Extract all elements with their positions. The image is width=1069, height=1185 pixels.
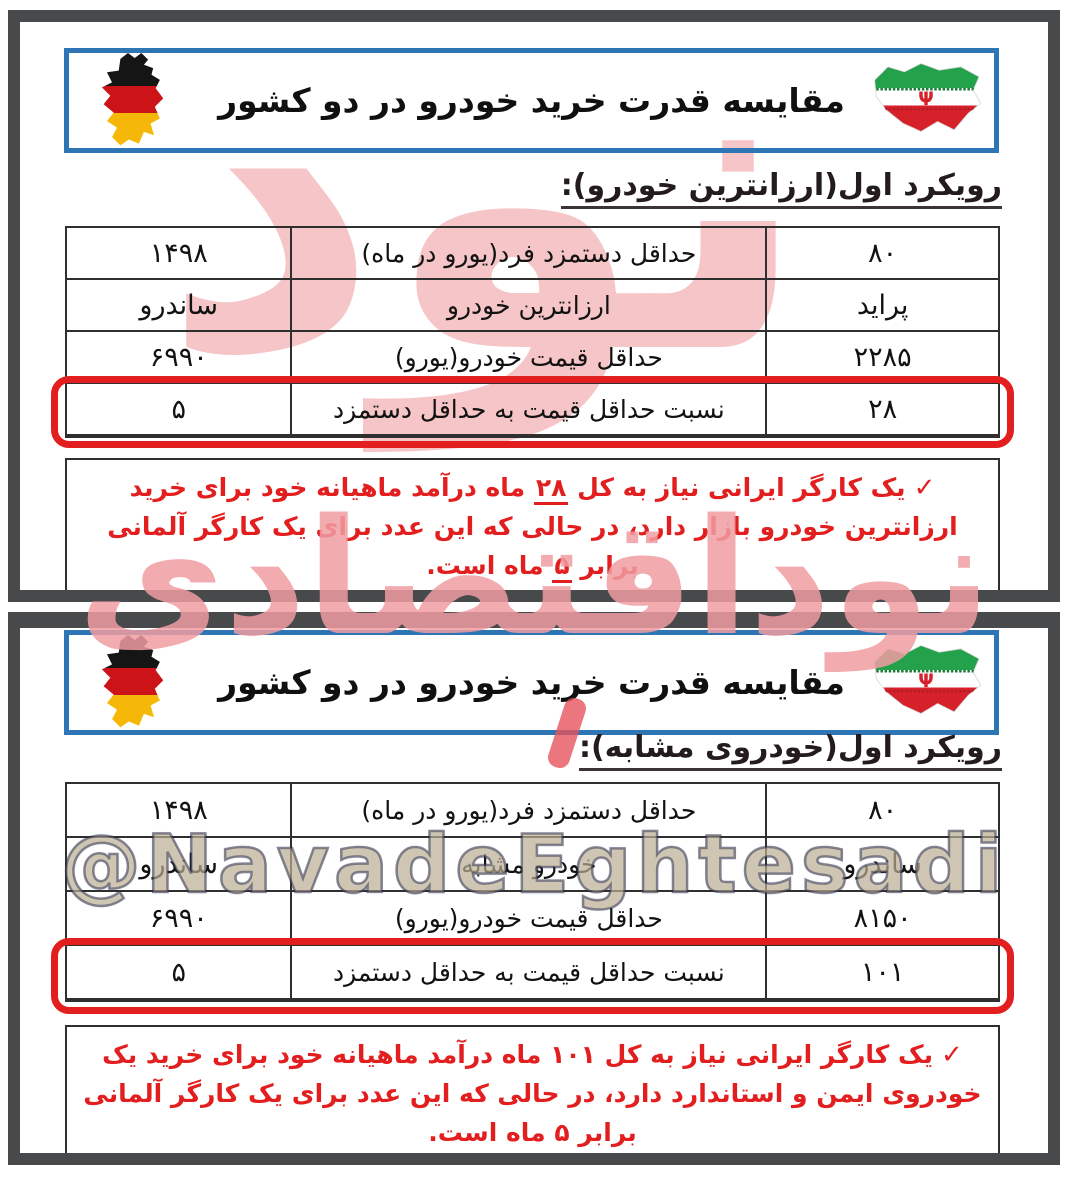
iran-value-cell: ساندرو — [765, 838, 998, 890]
table-row: ۸۰ حداقل دستمزد فرد(یورو در ماه) ۱۴۹۸ — [67, 228, 998, 280]
panel-cheapest-car: نود مقایسه قدرت خرید خودرو در دو کشور — [8, 10, 1060, 602]
note-number: ۵ — [552, 551, 572, 584]
iran-value-cell: ۸۱۵۰ — [765, 892, 998, 944]
iran-map-icon: Ψ — [868, 638, 984, 726]
germany-value-cell: ۶۹۹۰ — [149, 341, 208, 373]
table-row: پراید ارزانترین خودرو ساندرو — [67, 280, 998, 332]
table-row: ۸۱۵۰ حداقل قیمت خودرو(یورو) ۶۹۹۰ — [67, 892, 998, 946]
note-text-segment: یک کارگر ایرانی نیاز به کل — [595, 1040, 934, 1069]
note-number: ۵ — [554, 1118, 570, 1148]
header: مقایسه قدرت خرید خودرو در دو کشور — [64, 48, 999, 153]
row-label-cell: خودرو مشابه — [290, 838, 765, 890]
checkmark-icon: ✓ — [941, 1040, 963, 1070]
note-box: ✓یک کارگر ایرانی نیاز به کل ۱۰۱ ماه درآم… — [65, 1025, 1000, 1153]
panel-title: مقایسه قدرت خرید خودرو در دو کشور — [218, 81, 845, 120]
note-text-segment: ماه درآمد ماهیانه خود برای خرید ارزانتری… — [107, 473, 958, 581]
iran-value-cell: ۸۰ — [765, 784, 998, 836]
iran-map-icon: Ψ — [868, 56, 984, 144]
row-label-cell: حداقل قیمت خودرو(یورو) — [290, 332, 765, 382]
comparison-table: ۸۰ حداقل دستمزد فرد(یورو در ماه) ۱۴۹۸ پر… — [51, 226, 1014, 448]
note-number: ۱۰۱ — [550, 1040, 596, 1069]
germany-value-cell: ۶۹۹۰ — [149, 902, 208, 934]
germany-value-cell: ساندرو — [139, 289, 219, 321]
header: مقایسه قدرت خرید خودرو در دو کشور — [64, 630, 999, 735]
note-number: ۲۸ — [533, 473, 569, 505]
germany-value-cell: ۵ — [171, 956, 186, 988]
note-text-segment: ماه است. — [428, 1118, 555, 1148]
table-row: ۸۰ حداقل دستمزد فرد(یورو در ماه) ۱۴۹۸ — [67, 784, 998, 838]
germany-value-cell: ۱۴۹۸ — [149, 237, 208, 269]
table-row: ۲۲۸۵ حداقل قیمت خودرو(یورو) ۶۹۹۰ — [67, 332, 998, 384]
iran-value-cell: ۱۰۱ — [765, 946, 998, 998]
row-label-cell: حداقل دستمزد فرد(یورو در ماه) — [290, 228, 765, 278]
note-text-segment: ماه است. — [426, 551, 553, 581]
svg-text:Ψ: Ψ — [918, 671, 933, 692]
germany-value-cell: ساندرو — [139, 848, 219, 880]
row-label-cell: حداقل قیمت خودرو(یورو) — [290, 892, 765, 944]
table-row-highlighted: ۲۸ نسبت حداقل قیمت به حداقل دستمزد ۵ — [67, 384, 998, 436]
note-text-segment: ماه درآمد ماهیانه خود برای خرید یک خودرو… — [83, 1040, 982, 1148]
note-box: ✓یک کارگر ایرانی نیاز به کل ۲۸ ماه درآمد… — [65, 458, 1000, 590]
comparison-table: ۸۰ حداقل دستمزد فرد(یورو در ماه) ۱۴۹۸ سا… — [51, 782, 1014, 1014]
note-text-segment: یک کارگر ایرانی نیاز به کل — [568, 473, 906, 502]
row-label-cell: نسبت حداقل قیمت به حداقل دستمزد — [290, 384, 765, 434]
row-label-cell: نسبت حداقل قیمت به حداقل دستمزد — [290, 946, 765, 998]
checkmark-icon: ✓ — [913, 473, 936, 503]
iran-value-cell: ۸۰ — [765, 228, 998, 278]
table-row: ساندرو خودرو مشابه ساندرو — [67, 838, 998, 892]
panel-similar-car: مقایسه قدرت خرید خودرو در دو کشور — [8, 612, 1060, 1165]
germany-value-cell: ۱۴۹۸ — [149, 794, 208, 826]
germany-map-icon — [91, 629, 175, 735]
row-label-cell: حداقل دستمزد فرد(یورو در ماه) — [290, 784, 765, 836]
row-label-cell: ارزانترین خودرو — [290, 280, 765, 330]
section-subtitle: رویکرد اول(خودروی مشابه): — [578, 730, 1002, 771]
germany-value-cell: ۵ — [171, 393, 186, 425]
section-subtitle: رویکرد اول(ارزانترین خودرو): — [560, 168, 1002, 209]
iran-value-cell: ۲۲۸۵ — [765, 332, 998, 382]
svg-text:Ψ: Ψ — [918, 89, 933, 110]
iran-value-cell: پراید — [765, 280, 998, 330]
panel-title: مقایسه قدرت خرید خودرو در دو کشور — [218, 663, 845, 702]
table-row-highlighted: ۱۰۱ نسبت حداقل قیمت به حداقل دستمزد ۵ — [67, 946, 998, 1000]
iran-value-cell: ۲۸ — [765, 384, 998, 434]
germany-map-icon — [91, 47, 175, 153]
